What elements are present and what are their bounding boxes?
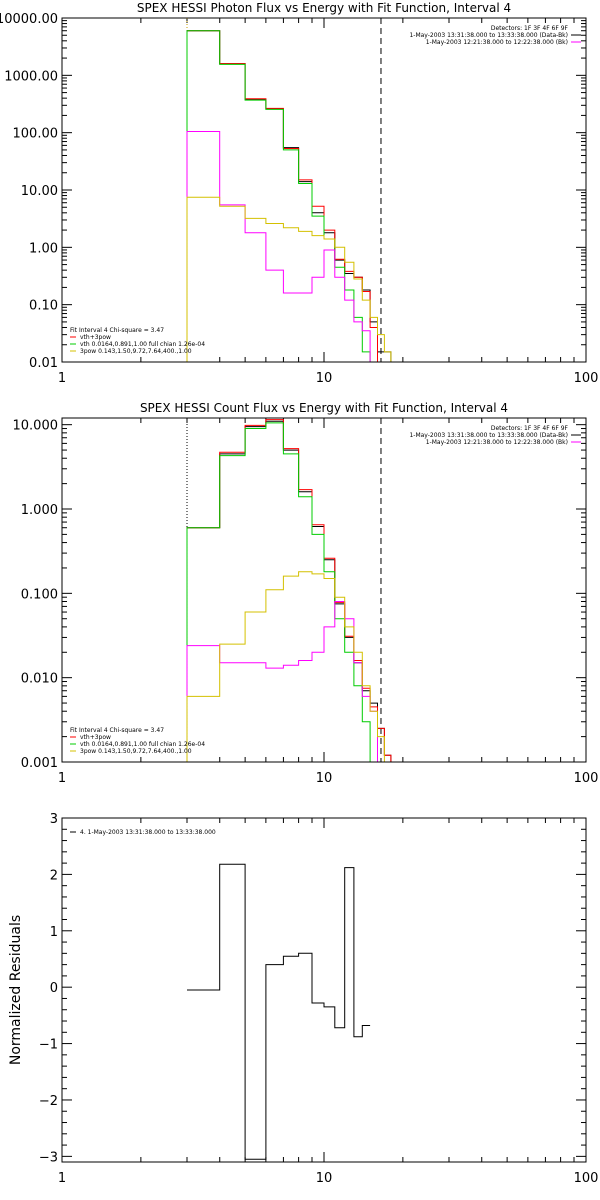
- y-tick-label: 1.00: [29, 241, 58, 256]
- series-line-4: [186, 601, 378, 762]
- axis-ticks: [61, 418, 587, 763]
- y-tick-label: 10.000: [13, 419, 59, 434]
- series-line-4: [186, 131, 371, 362]
- x-tick-label: 100: [574, 371, 599, 386]
- series-line-1: [186, 30, 392, 362]
- series-line-1: [186, 420, 392, 762]
- legend-entry: vth+3pow: [80, 334, 111, 341]
- series-group: [186, 419, 392, 762]
- series-group: [186, 30, 392, 362]
- x-tick-label: 1: [58, 1171, 66, 1186]
- y-tick-label: −1: [39, 1038, 58, 1053]
- y-tick-label: 0.010: [21, 672, 58, 687]
- x-tick-label: 10: [316, 771, 333, 786]
- y-tick-label: 100.00: [13, 127, 59, 142]
- x-tick-label: 100: [574, 1171, 599, 1186]
- plot-frame: [61, 417, 587, 763]
- legend-entry: 3pow 0.143,1.50,9.72,7.64,400.,1.00: [80, 748, 192, 755]
- legend-entry: Fit Interval 4 Chi-square = 3.47: [70, 727, 164, 734]
- y-tick-label: 1000.00: [4, 69, 58, 84]
- series-line-5: [186, 571, 391, 762]
- y-tick-label: −3: [39, 1150, 58, 1165]
- y-tick-label: 10000.00: [0, 12, 58, 27]
- y-tick-label: 3: [50, 812, 58, 827]
- info-text: Detectors: 1F 3F 4F 6F 9F: [491, 25, 569, 32]
- y-tick-label: −2: [39, 1094, 58, 1109]
- y-axis-label: Normalized Residuals: [8, 915, 24, 1065]
- series-group: [187, 863, 371, 1160]
- y-tick-label: 0.01: [29, 356, 58, 371]
- plot-frame: [61, 817, 587, 1163]
- y-tick-label: 0.001: [21, 756, 58, 771]
- y-tick-label: 0.10: [29, 299, 58, 314]
- axis-ticks: [61, 17, 587, 363]
- series-line-3: [186, 30, 371, 362]
- legend-entry: vth 0.0164,0.891,1.00 full chian 1.26e-0…: [80, 741, 205, 748]
- legend-entry: 3pow 0.143,1.50,9.72,7.64,400.,1.00: [80, 348, 192, 355]
- y-tick-label: 2: [50, 868, 58, 883]
- chart-panel-2: SPEX HESSI Count Flux vs Energy with Fit…: [13, 401, 599, 786]
- chart-title: SPEX HESSI Photon Flux vs Energy with Fi…: [137, 1, 511, 15]
- legend-entry: 4. 1-May-2003 13:31:38.000 to 13:33:38.0…: [80, 829, 216, 836]
- y-tick-label: 1: [50, 925, 58, 940]
- info-text: Detectors: 1F 3F 4F 6F 9F: [491, 425, 569, 432]
- legend-entry: vth+3pow: [80, 734, 111, 741]
- y-tick-label: 0: [50, 981, 58, 996]
- x-tick-label: 1: [58, 771, 66, 786]
- series-line-2: [186, 30, 378, 362]
- series-line-1: [187, 863, 371, 1160]
- info-text: 1-May-2003 12:21:38.000 to 12:22:38.000 …: [426, 439, 568, 446]
- plot-frame: [61, 17, 587, 363]
- legend-entry: vth 0.0164,0.891,1.00 full chian 1.26e-0…: [80, 341, 205, 348]
- chart-panel-1: SPEX HESSI Photon Flux vs Energy with Fi…: [0, 1, 598, 386]
- info-text: 1-May-2003 13:31:38.000 to 13:33:38.000 …: [409, 432, 568, 439]
- x-tick-label: 10: [316, 1171, 333, 1186]
- info-text: 1-May-2003 13:31:38.000 to 13:33:38.000 …: [409, 32, 568, 39]
- legend-entry: Fit Interval 4 Chi-square = 3.47: [70, 327, 164, 334]
- x-tick-label: 10: [316, 371, 333, 386]
- series-line-2: [186, 419, 392, 762]
- chart-panel-3: Normalized Residuals 1 10 100 −3 −2 −1 0 1 2 3 4. 1…: [8, 812, 598, 1186]
- x-tick-label: 100: [574, 771, 599, 786]
- series-line-5: [186, 196, 392, 362]
- axis-ticks: [61, 818, 587, 1162]
- y-tick-label: 10.00: [21, 184, 58, 199]
- info-text: 1-May-2003 12:21:38.000 to 12:22:38.000 …: [426, 39, 568, 46]
- chart-title: SPEX HESSI Count Flux vs Energy with Fit…: [140, 401, 508, 415]
- x-tick-label: 1: [58, 371, 66, 386]
- series-line-3: [186, 422, 378, 762]
- y-tick-label: 1.000: [21, 503, 58, 518]
- y-tick-label: 0.100: [21, 587, 58, 602]
